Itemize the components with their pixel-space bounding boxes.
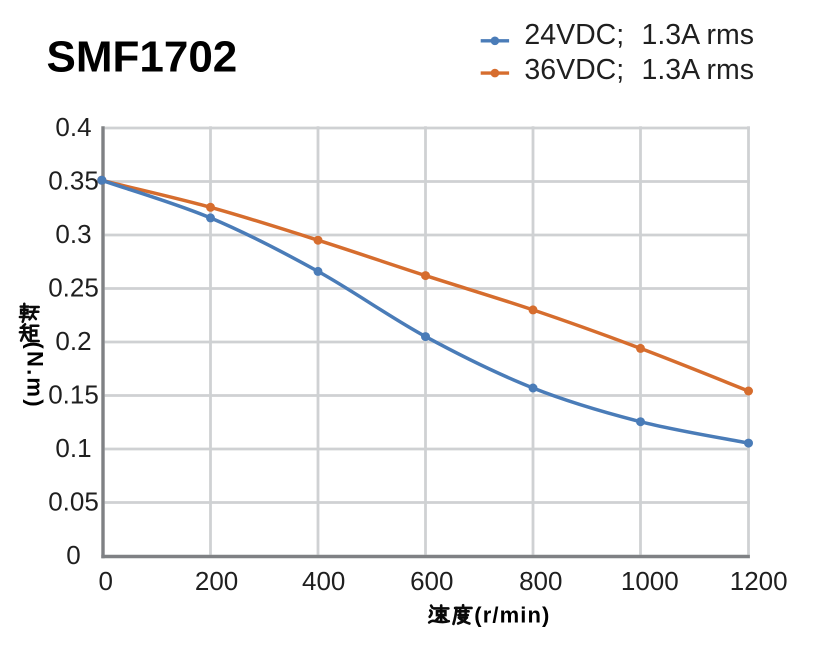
svg-text:0.35: 0.35 (48, 165, 99, 195)
svg-text:1200: 1200 (730, 566, 788, 596)
svg-text:800: 800 (519, 566, 562, 596)
svg-text:0: 0 (66, 540, 80, 570)
svg-text:0: 0 (98, 566, 112, 596)
svg-text:0.25: 0.25 (48, 272, 99, 302)
svg-text:0.3: 0.3 (55, 219, 91, 249)
svg-text:1.3A rms: 1.3A rms (642, 54, 754, 86)
svg-text:0.1: 0.1 (55, 433, 91, 463)
svg-text:(N.m): (N.m) (23, 342, 48, 409)
svg-text:0.4: 0.4 (55, 112, 91, 142)
svg-text:(r/min): (r/min) (474, 603, 550, 628)
svg-text:0.05: 0.05 (48, 486, 99, 516)
svg-text:36VDC;: 36VDC; (524, 54, 624, 86)
svg-text:24VDC;: 24VDC; (524, 19, 624, 51)
svg-text:1.3A rms: 1.3A rms (642, 19, 754, 51)
svg-text:0.15: 0.15 (48, 379, 99, 409)
svg-text:600: 600 (410, 566, 453, 596)
svg-text:200: 200 (195, 566, 238, 596)
svg-text:0.2: 0.2 (55, 326, 91, 356)
svg-text:SMF1702: SMF1702 (47, 33, 238, 82)
svg-text:400: 400 (302, 566, 345, 596)
svg-text:1000: 1000 (621, 566, 679, 596)
